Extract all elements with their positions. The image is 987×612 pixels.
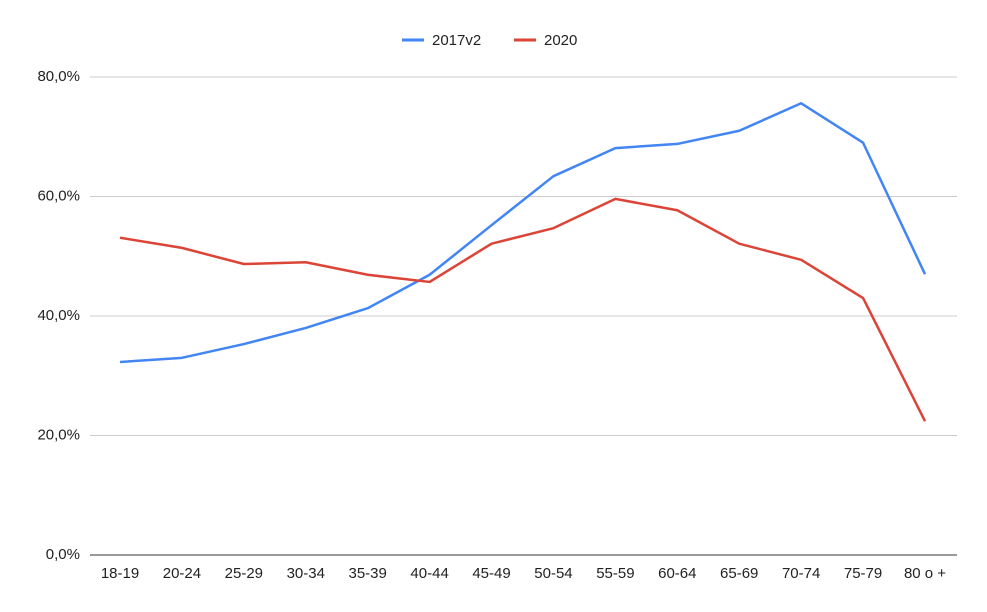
x-tick-label: 20-24: [163, 565, 201, 582]
legend-label: 2020: [544, 32, 577, 49]
legend-label: 2017v2: [432, 32, 481, 49]
y-tick-label: 20,0%: [37, 426, 80, 443]
y-tick-label: 0,0%: [46, 546, 80, 563]
x-tick-label: 80 o +: [904, 565, 946, 582]
x-tick-label: 60-64: [658, 565, 696, 582]
x-tick-label: 75-79: [844, 565, 882, 582]
x-tick-label: 50-54: [534, 565, 572, 582]
x-tick-label: 45-49: [472, 565, 510, 582]
y-tick-label: 80,0%: [37, 68, 80, 85]
x-tick-label: 18-19: [101, 565, 139, 582]
x-tick-label: 65-69: [720, 565, 758, 582]
x-tick-label: 35-39: [349, 565, 387, 582]
y-tick-label: 60,0%: [37, 187, 80, 204]
x-tick-label: 40-44: [410, 565, 448, 582]
line-series: [119, 197, 927, 422]
x-tick-label: 25-29: [225, 565, 263, 582]
line-series: [119, 102, 927, 364]
x-tick-label: 30-34: [287, 565, 325, 582]
x-tick-label: 70-74: [782, 565, 820, 582]
x-tick-label: 55-59: [596, 565, 634, 582]
y-tick-label: 40,0%: [37, 307, 80, 324]
